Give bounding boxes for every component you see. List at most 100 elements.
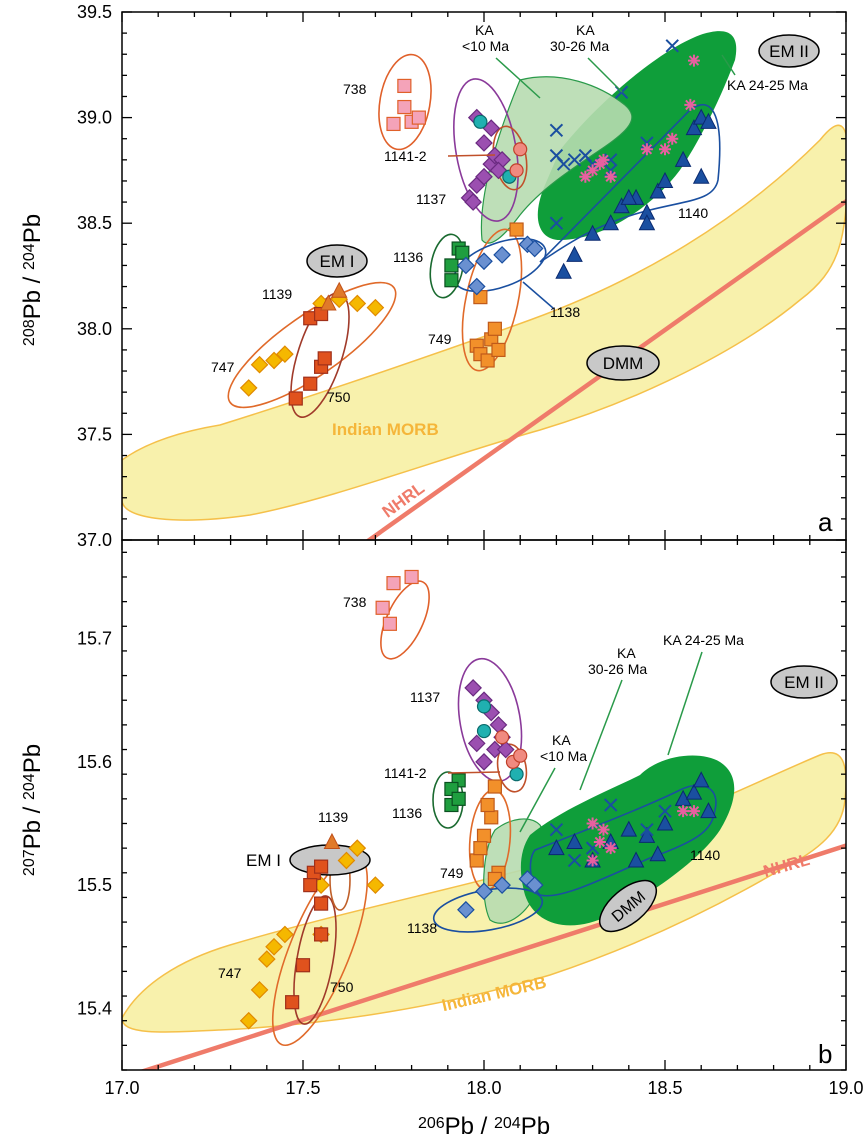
point-1140-11	[649, 845, 667, 862]
label-738-b: 738	[343, 594, 367, 610]
svg-text:DMM: DMM	[603, 354, 644, 373]
point-1140-1	[566, 245, 583, 262]
point-749-4	[487, 779, 502, 794]
point-ka-x-8	[578, 148, 593, 163]
x-tick-label: 19.0	[828, 1078, 863, 1098]
point-750-1	[295, 958, 311, 973]
label-ka10-l2-a: <10 Ma	[462, 38, 509, 54]
point-ka-star-6	[666, 132, 679, 145]
point-ka-x-2	[567, 153, 582, 167]
point-1139-0	[323, 832, 341, 849]
label-ka10-l1-a: KA	[475, 22, 494, 38]
point-749-3	[480, 797, 495, 813]
point-ka-x-9	[549, 216, 564, 230]
point-747-8	[366, 876, 385, 894]
point-1141-2-1	[476, 723, 492, 739]
point-747-4	[276, 925, 294, 944]
point-1140-1	[566, 832, 583, 849]
point-1140-9	[674, 150, 692, 167]
label-ka30-l2-b: 30-26 Ma	[588, 661, 647, 677]
point-738-0	[386, 116, 401, 132]
point-750-6	[303, 878, 318, 893]
svg-text:EM II: EM II	[784, 673, 824, 692]
point-ka-star-5	[677, 805, 690, 818]
point-1140-4	[613, 197, 630, 214]
point-1137-10	[489, 161, 508, 180]
xlabel-b: 206Pb / 204Pb	[418, 1113, 550, 1140]
label-ka30-l1-b: KA	[617, 645, 636, 661]
point-ka-star-0	[586, 817, 599, 830]
point-ka-star-9	[579, 170, 592, 183]
point-1136-0	[444, 258, 459, 273]
em2-badge-b: EM II	[770, 665, 838, 699]
label-ka24-b: KA 24-25 Ma	[663, 632, 744, 648]
label-750-a: 750	[327, 389, 351, 405]
point-1140-8	[685, 783, 703, 800]
point-ka-star-1	[593, 835, 606, 848]
ylabel-a: 208Pb / 204Pb	[19, 214, 46, 346]
point-1138-0	[457, 256, 475, 275]
label-em1-b: EM I	[246, 851, 281, 870]
point-1140-5	[638, 826, 656, 843]
em1-badge-a: EM I	[306, 244, 368, 278]
point-747-7	[348, 839, 367, 857]
x-tick-label: 17.5	[285, 1078, 320, 1098]
point-ka-x-1	[556, 157, 571, 171]
panel-label-a: a	[818, 507, 833, 537]
label-749-a: 749	[428, 331, 452, 347]
point-1140-14	[620, 188, 638, 205]
x-tick-label: 18.0	[466, 1078, 501, 1098]
label-1140-a: 1140	[678, 205, 708, 221]
outline-1140-a	[539, 104, 721, 263]
point-1141-2-0	[473, 114, 488, 129]
points-a	[239, 39, 717, 406]
outline-738-a	[378, 53, 432, 151]
point-750-0	[288, 391, 303, 406]
point-738-4	[397, 78, 412, 94]
point-750-5	[314, 306, 329, 322]
point-1137-7	[467, 734, 486, 753]
point-1136-3	[451, 791, 466, 806]
point-ka-x-0	[549, 822, 564, 837]
point-738-3	[411, 110, 426, 125]
indian-morb-field-a	[122, 124, 846, 521]
point-1137-2	[475, 167, 493, 186]
point-749-2	[484, 810, 499, 825]
point-738-2	[386, 576, 401, 591]
point-ka-star-6	[687, 805, 700, 818]
point-1140-15	[638, 214, 656, 231]
label-ka24-a: KA 24-25 Ma	[727, 77, 808, 93]
point-747-2	[257, 950, 276, 968]
point-747-3	[276, 345, 294, 363]
panel-b: 738 1137 1141-2 1136 749 1138 1139 747 7…	[19, 539, 864, 1140]
point-749-1	[476, 828, 492, 843]
point-749-2	[487, 321, 502, 336]
svg-text:EM I: EM I	[320, 252, 355, 271]
point-1137-8	[496, 740, 515, 759]
label-1136-b: 1136	[392, 805, 422, 821]
label-1138-b: 1138	[407, 920, 437, 936]
y-tick-label: 39.5	[77, 2, 112, 22]
label-1136-a: 1136	[393, 249, 423, 265]
y-tick-label: 15.7	[77, 629, 112, 649]
point-ka-star-2	[604, 170, 617, 183]
x-tick-label: 18.5	[647, 1078, 682, 1098]
svg-text:EM II: EM II	[769, 42, 809, 61]
point-ka-x-6	[665, 39, 679, 53]
point-ka-x-3	[603, 798, 618, 812]
point-747-0	[239, 379, 258, 397]
point-1141-2-pink--0	[495, 730, 510, 745]
point-ka-star-4	[640, 143, 653, 156]
outline-1140-b	[529, 784, 717, 897]
point-ka-x-11	[640, 136, 654, 150]
label-1139-b: 1139	[318, 809, 348, 825]
point-1140-9	[692, 771, 710, 788]
x-tick-label: 17.0	[104, 1078, 139, 1098]
dmm-badge-a: DMM	[586, 345, 660, 381]
point-1141-2-pink--1	[509, 163, 524, 178]
point-749-4	[480, 353, 495, 368]
point-ka-x-5	[658, 804, 672, 818]
label-747-a: 747	[211, 359, 235, 375]
point-750-3	[317, 351, 332, 366]
